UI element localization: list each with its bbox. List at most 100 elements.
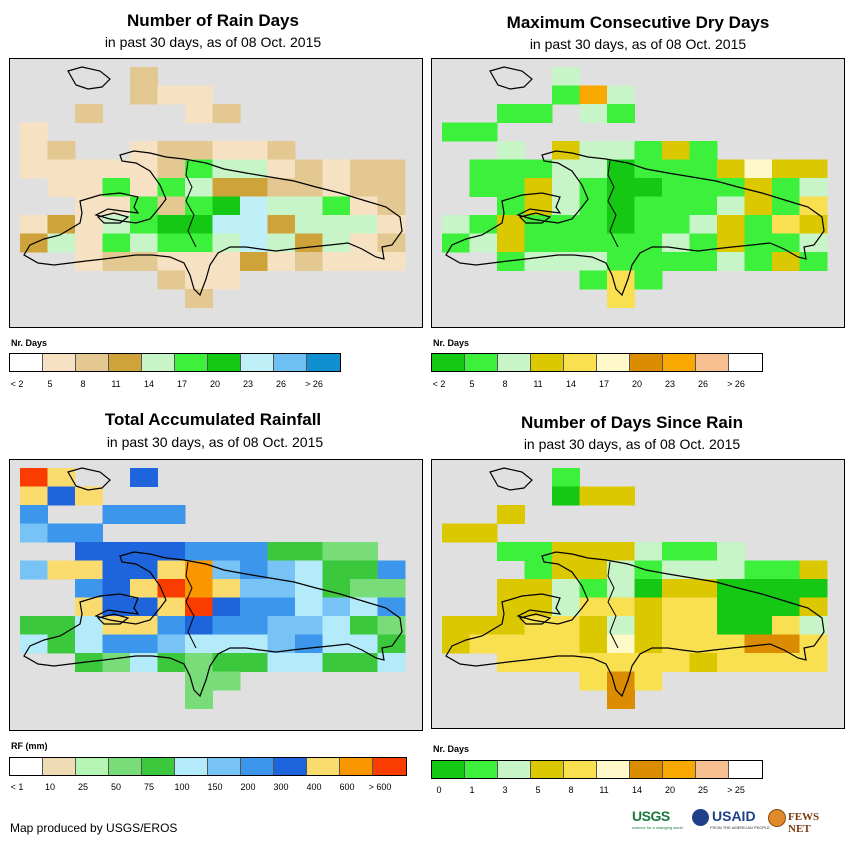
map-rain-days[interactable] xyxy=(9,58,423,328)
grid-cell xyxy=(689,542,718,561)
grid-cell xyxy=(212,233,241,253)
legend-tick-label: 200 xyxy=(240,782,256,792)
grid-cell xyxy=(662,616,690,635)
grid-cell xyxy=(717,634,745,654)
grid-cell xyxy=(157,178,186,197)
grid-cell xyxy=(212,104,241,123)
grid-cell xyxy=(75,616,103,635)
grid-cell xyxy=(497,159,525,179)
grid-cell xyxy=(267,597,296,617)
island-coastline xyxy=(96,613,130,625)
grid-cell xyxy=(772,560,800,580)
map-max-dry-days[interactable] xyxy=(431,58,845,328)
legend-title: RF (mm) xyxy=(11,741,48,751)
grid-cell xyxy=(689,178,718,197)
grid-cell xyxy=(607,178,635,197)
map-total-rainfall[interactable] xyxy=(9,459,423,731)
grid-cell xyxy=(130,579,158,598)
grid-cell xyxy=(799,597,828,617)
logos: USGS science for a changing world USAID … xyxy=(632,808,844,836)
grid-cell xyxy=(662,653,690,672)
grid-cell xyxy=(497,505,525,524)
grid-cell xyxy=(75,579,103,598)
legend-swatch xyxy=(76,354,109,371)
grid-cell xyxy=(552,616,580,635)
panel-title: Number of Days Since Rain xyxy=(520,413,743,432)
grid-cell xyxy=(634,616,663,635)
grid-cell xyxy=(350,634,378,654)
grid-cell xyxy=(524,104,553,123)
grid-cell xyxy=(469,178,498,197)
island-coastline xyxy=(518,212,552,224)
grid-cell xyxy=(744,597,773,617)
map-grid xyxy=(20,66,406,308)
legend-tick-label: < 1 xyxy=(10,782,24,792)
grid-cell xyxy=(240,141,268,160)
grid-cell xyxy=(744,616,773,635)
grid-cell xyxy=(295,560,323,580)
map-days-since-rain[interactable] xyxy=(431,459,845,729)
grid-cell xyxy=(579,634,608,654)
grid-cell xyxy=(377,616,406,635)
grid-cell xyxy=(20,616,48,635)
grid-cell xyxy=(295,252,323,271)
grid-cell xyxy=(240,634,268,654)
grid-cell xyxy=(212,178,241,197)
grid-cell xyxy=(772,215,800,234)
grid-cell xyxy=(185,690,213,709)
legend-tick-label: 23 xyxy=(664,379,676,389)
grid-cell xyxy=(579,560,608,580)
grid-cell xyxy=(799,178,828,197)
grid-cell xyxy=(634,542,663,561)
grid-cell xyxy=(322,178,351,197)
grid-cell xyxy=(295,542,323,561)
grid-cell xyxy=(744,252,773,271)
grid-cell xyxy=(579,616,608,635)
grid-cell xyxy=(744,653,773,672)
grid-cell xyxy=(20,159,48,179)
grid-cell xyxy=(772,252,800,271)
grid-cell xyxy=(75,104,103,123)
grid-cell xyxy=(212,270,241,290)
legend-tick-label: 8 xyxy=(568,785,574,795)
grid-cell xyxy=(772,616,800,635)
usaid-logo: USAID xyxy=(712,808,756,824)
grid-cell xyxy=(524,560,553,580)
grid-cell xyxy=(350,542,378,561)
grid-cell xyxy=(442,616,470,635)
grid-cell xyxy=(689,560,718,580)
panel-subtitle: in past 30 days, as of 08 Oct. 2015 xyxy=(523,436,741,452)
grid-cell xyxy=(772,597,800,617)
grid-cell xyxy=(469,634,498,654)
grid-cell xyxy=(47,560,76,580)
grid-cell xyxy=(524,178,553,197)
grid-cell xyxy=(607,579,635,598)
grid-cell xyxy=(75,542,103,561)
grid-cell xyxy=(497,233,525,253)
grid-cell xyxy=(240,252,268,271)
hispaniola-coastline xyxy=(23,150,403,297)
grid-cell xyxy=(377,159,406,179)
grid-cell xyxy=(377,196,406,216)
grid-cell xyxy=(744,215,773,234)
grid-cell xyxy=(185,141,213,160)
grid-cell xyxy=(524,634,553,654)
grid-cell xyxy=(772,233,800,253)
grid-cell xyxy=(267,616,296,635)
grid-cell xyxy=(497,104,525,123)
grid-cell xyxy=(377,252,406,271)
country-border xyxy=(185,561,197,649)
legend-swatch xyxy=(663,761,696,778)
legend-swatch xyxy=(597,354,630,371)
grid-cell xyxy=(185,671,213,691)
grid-cell xyxy=(377,597,406,617)
legend-swatch xyxy=(498,354,531,371)
grid-cell xyxy=(579,542,608,561)
legend-tick-label: 26 xyxy=(275,379,287,389)
legend-tick-label: > 26 xyxy=(305,379,323,389)
grid-cell xyxy=(377,634,406,654)
grid-cell xyxy=(157,215,186,234)
grid-cell xyxy=(185,85,213,105)
grid-cell xyxy=(579,270,608,290)
